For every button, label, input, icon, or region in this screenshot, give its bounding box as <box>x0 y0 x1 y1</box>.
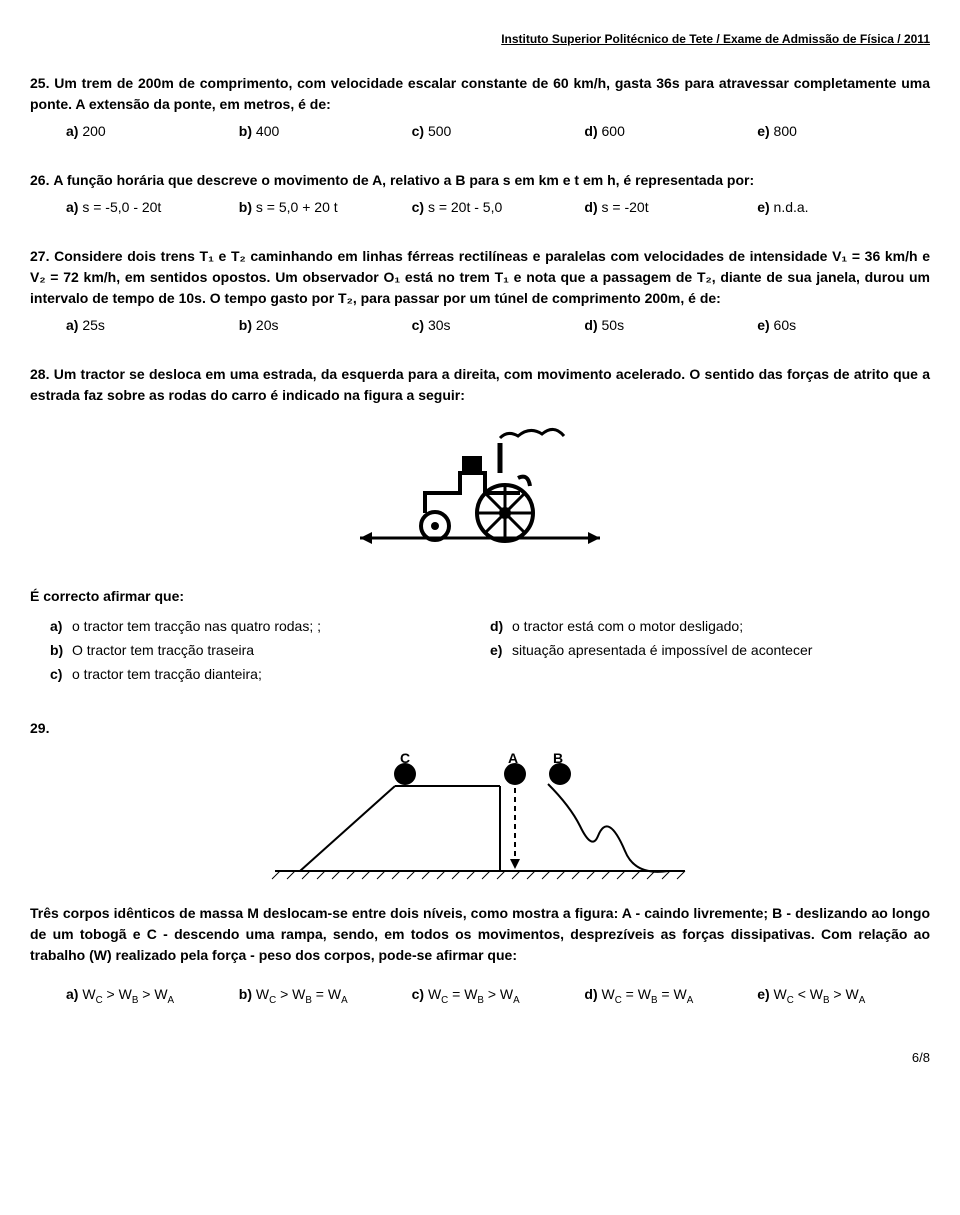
q26-opt-a: a) s = -5,0 - 20t <box>66 197 239 218</box>
q25-num: 25. <box>30 75 49 91</box>
q29-text: Três corpos idênticos de massa M desloca… <box>30 903 930 966</box>
q27-options: a) 25s b) 20s c) 30s d) 50s e) 60s <box>66 315 930 336</box>
q29-opt-b: b) WC > WB = WA <box>239 984 412 1008</box>
q28-opt-b: b)O tractor tem tracção traseira <box>50 640 490 661</box>
question-25: 25. Um trem de 200m de comprimento, com … <box>30 73 930 142</box>
q29-label-c: C <box>400 751 410 766</box>
q26-opt-c: c) s = 20t - 5,0 <box>412 197 585 218</box>
q26-opt-d: d) s = -20t <box>584 197 757 218</box>
question-29: 29. <box>30 718 930 1008</box>
q27-opt-a: a) 25s <box>66 315 239 336</box>
q25-opt-c: c) 500 <box>412 121 585 142</box>
q29-opt-d: d) WC = WB = WA <box>584 984 757 1008</box>
page-footer: 6/8 <box>30 1048 930 1068</box>
q25-opt-d: d) 600 <box>584 121 757 142</box>
q27-num: 27. <box>30 248 49 264</box>
q29-opt-c: c) WC = WB > WA <box>412 984 585 1008</box>
q27-opt-d: d) 50s <box>584 315 757 336</box>
q25-text: Um trem de 200m de comprimento, com velo… <box>30 75 930 112</box>
q27-text: Considere dois trens T₁ e T₂ caminhando … <box>30 248 930 306</box>
q28-text: Um tractor se desloca em uma estrada, da… <box>30 366 930 403</box>
q28-opt-d: d)o tractor está com o motor desligado; <box>490 616 930 637</box>
q26-num: 26. <box>30 172 49 188</box>
q26-text: A função horária que descreve o moviment… <box>53 172 754 188</box>
q26-opt-e: e) n.d.a. <box>757 197 930 218</box>
q28-options: a)o tractor tem tracção nas quatro rodas… <box>50 613 930 688</box>
q28-figure-tractor <box>30 418 930 558</box>
q27-opt-e: e) 60s <box>757 315 930 336</box>
question-28: 28. Um tractor se desloca em uma estrada… <box>30 364 930 558</box>
q29-options: a) WC > WB > WA b) WC > WB = WA c) WC = … <box>66 984 930 1008</box>
q26-options: a) s = -5,0 - 20t b) s = 5,0 + 20 t c) s… <box>66 197 930 218</box>
q25-opt-b: b) 400 <box>239 121 412 142</box>
question-26: 26. A função horária que descreve o movi… <box>30 170 930 218</box>
q28-opt-a: a)o tractor tem tracção nas quatro rodas… <box>50 616 490 637</box>
q29-label-b: B <box>553 751 563 766</box>
q25-opt-e: e) 800 <box>757 121 930 142</box>
q27-opt-b: b) 20s <box>239 315 412 336</box>
q28-prompt: É correcto afirmar que: <box>30 586 930 607</box>
q28-opt-e: e)situação apresentada é impossível de a… <box>490 640 930 661</box>
q29-opt-e: e) WC < WB > WA <box>757 984 930 1008</box>
q29-label-a: A <box>508 751 518 766</box>
page-header: Instituto Superior Politécnico de Tete /… <box>30 30 930 48</box>
q27-opt-c: c) 30s <box>412 315 585 336</box>
q29-opt-a: a) WC > WB > WA <box>66 984 239 1008</box>
q29-figure-levels: C A B <box>30 751 930 891</box>
q29-num: 29. <box>30 720 49 736</box>
q26-opt-b: b) s = 5,0 + 20 t <box>239 197 412 218</box>
q28-num: 28. <box>30 366 49 382</box>
question-27: 27. Considere dois trens T₁ e T₂ caminha… <box>30 246 930 336</box>
q25-opt-a: a) 200 <box>66 121 239 142</box>
q25-options: a) 200 b) 400 c) 500 d) 600 e) 800 <box>66 121 930 142</box>
q28-opt-c: c)o tractor tem tracção dianteira; <box>50 664 490 685</box>
